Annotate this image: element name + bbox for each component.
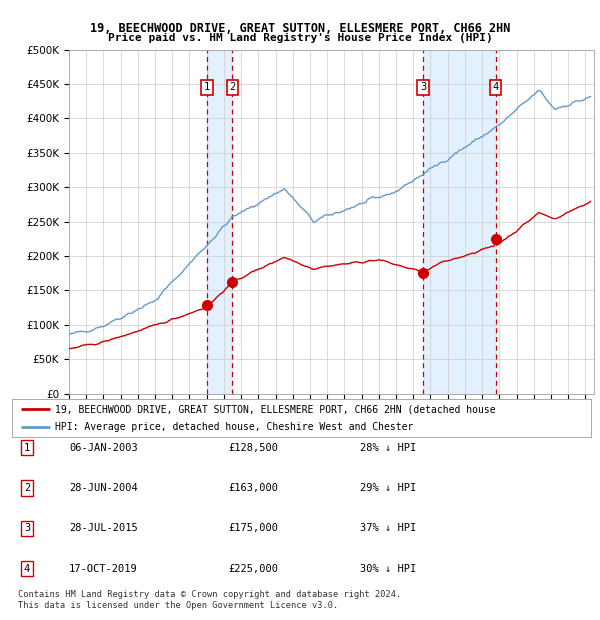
Text: 06-JAN-2003: 06-JAN-2003 [69,443,138,453]
Text: 29% ↓ HPI: 29% ↓ HPI [360,483,416,493]
Text: 2: 2 [229,82,235,92]
Text: 28-JUL-2015: 28-JUL-2015 [69,523,138,533]
Text: 2: 2 [24,483,30,493]
Bar [207,50,232,394]
Bar [423,50,496,394]
Text: HPI: Average price, detached house, Cheshire West and Chester: HPI: Average price, detached house, Ches… [55,422,414,432]
Text: 37% ↓ HPI: 37% ↓ HPI [360,523,416,533]
Text: Price paid vs. HM Land Registry's House Price Index (HPI): Price paid vs. HM Land Registry's House … [107,33,493,43]
Text: 4: 4 [493,82,499,92]
Text: Contains HM Land Registry data © Crown copyright and database right 2024.
This d: Contains HM Land Registry data © Crown c… [18,590,401,609]
Text: £225,000: £225,000 [228,564,278,574]
Text: £128,500: £128,500 [228,443,278,453]
Text: 17-OCT-2019: 17-OCT-2019 [69,564,138,574]
Text: 4: 4 [24,564,30,574]
Text: 28-JUN-2004: 28-JUN-2004 [69,483,138,493]
Text: 19, BEECHWOOD DRIVE, GREAT SUTTON, ELLESMERE PORT, CH66 2HN: 19, BEECHWOOD DRIVE, GREAT SUTTON, ELLES… [90,22,510,35]
Text: £163,000: £163,000 [228,483,278,493]
Text: 19, BEECHWOOD DRIVE, GREAT SUTTON, ELLESMERE PORT, CH66 2HN (detached house: 19, BEECHWOOD DRIVE, GREAT SUTTON, ELLES… [55,404,496,414]
Text: £175,000: £175,000 [228,523,278,533]
Text: 30% ↓ HPI: 30% ↓ HPI [360,564,416,574]
Text: 3: 3 [420,82,426,92]
Text: 28% ↓ HPI: 28% ↓ HPI [360,443,416,453]
Text: 1: 1 [24,443,30,453]
Text: 3: 3 [24,523,30,533]
Text: 1: 1 [204,82,211,92]
